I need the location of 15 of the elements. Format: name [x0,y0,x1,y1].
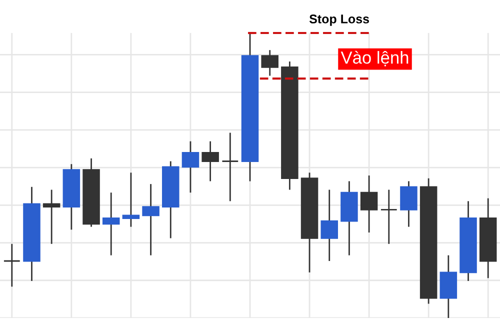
candlestick [142,183,160,256]
candlestick [182,140,200,194]
candlestick [380,189,398,245]
candlestick [102,192,120,256]
candlestick [261,49,278,76]
candlestick [3,243,21,288]
candlestick [202,140,219,182]
candlestick [42,189,60,245]
candlestick [122,172,140,228]
candlestick [400,180,418,228]
candlestick [222,132,239,202]
ref-line-label: Stop Loss [309,14,369,26]
ref-line-label: Vào lệnh [340,50,408,66]
candlestick [360,174,378,234]
candlestick [320,189,338,262]
